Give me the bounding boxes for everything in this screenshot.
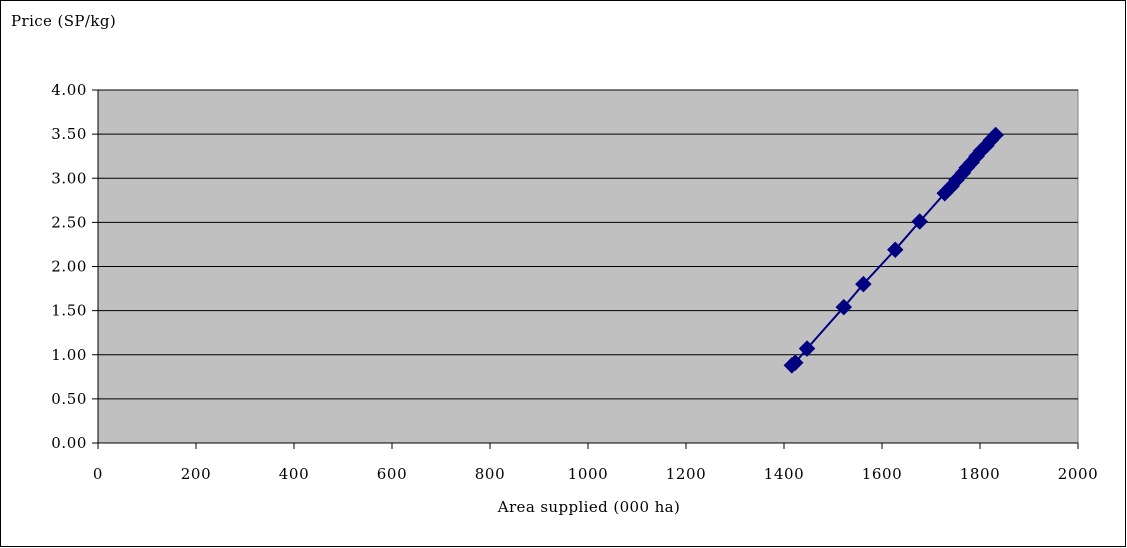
axes (92, 89, 1079, 449)
x-tick-label: 0 (93, 465, 103, 483)
y-tick-label: 0.50 (51, 390, 87, 408)
x-tick-label: 1600 (862, 465, 903, 483)
y-tick-labels: 0.00 0.50 1.00 1.50 2.00 2.50 3.00 3.50 4.00 (51, 81, 87, 452)
y-tick-label: 2.50 (51, 213, 87, 231)
series-points-group (783, 126, 1005, 374)
x-tick-label: 800 (475, 465, 505, 483)
x-tick-label: 2000 (1058, 465, 1099, 483)
y-tick-label: 4.00 (51, 81, 87, 99)
x-tick-label: 1000 (568, 465, 609, 483)
y-tick-label: 1.50 (51, 302, 87, 320)
gridlines (98, 89, 1078, 400)
x-axis-title: Area supplied (000 ha) (497, 498, 681, 516)
y-tick-label: 0.00 (51, 434, 87, 452)
x-tick-label: 1800 (960, 465, 1001, 483)
data-point-marker (786, 354, 804, 372)
x-tick-label: 400 (279, 465, 309, 483)
y-tick-label: 3.00 (51, 169, 87, 187)
data-point-marker (798, 340, 816, 357)
y-tick-label: 1.00 (51, 346, 87, 364)
data-point-marker (987, 126, 1005, 144)
y-tick-label: 3.50 (51, 125, 87, 143)
y-axis-title: Price (SP/kg) (11, 12, 116, 30)
data-point-marker (886, 241, 904, 259)
x-tick-labels: 0 200 400 600 800 1000 1200 1400 1600 1800 2000 (93, 465, 1098, 483)
data-point-marker (911, 213, 929, 230)
y-tick-label: 2.00 (51, 258, 87, 276)
data-point-marker (855, 275, 872, 293)
x-tick-label: 1400 (764, 465, 805, 483)
data-point-marker (835, 298, 853, 316)
x-tick-label: 600 (377, 465, 407, 483)
x-tick-label: 1200 (666, 465, 707, 483)
x-tick-label: 200 (181, 465, 211, 483)
